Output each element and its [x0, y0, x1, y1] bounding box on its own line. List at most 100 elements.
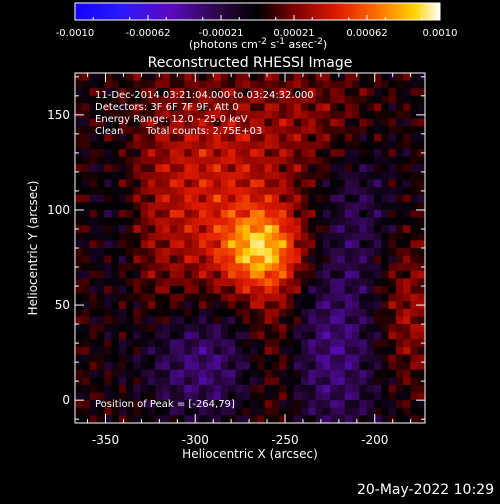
heatmap-cell [96, 111, 105, 120]
heatmap-cell [242, 362, 251, 371]
heatmap-cell [279, 384, 287, 393]
heatmap-cell [359, 95, 368, 104]
heatmap-cell [147, 80, 156, 89]
heatmap-cell [395, 362, 404, 371]
heatmap-cell [344, 384, 353, 393]
heatmap-cell [213, 316, 222, 325]
heatmap-cell [403, 316, 411, 325]
heatmap-cell [264, 171, 273, 180]
heatmap-cell [395, 187, 404, 196]
heatmap-cell [381, 225, 389, 234]
heatmap-cell [177, 103, 185, 112]
heatmap-cell [257, 339, 265, 348]
heatmap-cell [308, 331, 317, 340]
heatmap-cell [403, 362, 411, 371]
heatmap-cell [322, 377, 331, 386]
heatmap-cell [111, 217, 120, 226]
heatmap-cell [191, 286, 200, 295]
heatmap-cell [96, 384, 105, 393]
heatmap-cell [220, 248, 229, 257]
heatmap-cell [75, 156, 83, 165]
heatmap-cell [242, 141, 251, 150]
heatmap-cell [75, 179, 83, 188]
heatmap-cell [388, 286, 397, 295]
heatmap-cell [330, 392, 338, 401]
y-tick-label: 0 [62, 393, 70, 407]
heatmap-cell [104, 149, 112, 158]
heatmap-cell [118, 232, 127, 241]
heatmap-cell [191, 133, 200, 142]
heatmap-cell [118, 171, 127, 180]
heatmap-cell [279, 316, 287, 325]
heatmap-cell [184, 331, 193, 340]
heatmap-cell [133, 187, 142, 196]
heatmap-cell [184, 80, 193, 89]
heatmap-cell [352, 278, 360, 287]
heatmap-cell [366, 80, 375, 89]
heatmap-cell [198, 88, 207, 97]
heatmap-cell [344, 73, 353, 82]
heatmap-cell [344, 316, 353, 325]
heatmap-cell [373, 392, 382, 401]
heatmap-cell [140, 240, 149, 249]
heatmap-cell [147, 362, 156, 371]
heatmap-cell [330, 164, 338, 173]
heatmap-cell [228, 88, 236, 97]
heatmap-cell [82, 369, 90, 378]
heatmap-cell [89, 339, 98, 348]
heatmap-cell [315, 362, 324, 371]
heatmap-cell [133, 179, 142, 188]
heatmap-cell [337, 149, 346, 158]
heatmap-cell [403, 156, 411, 165]
heatmap-cell [352, 354, 360, 363]
heatmap-cell [359, 324, 368, 333]
heatmap-cell [293, 324, 302, 333]
heatmap-cell [271, 194, 280, 203]
heatmap-cell [388, 324, 397, 333]
heatmap-cell [417, 346, 425, 355]
heatmap-cell [155, 187, 163, 196]
heatmap-cell [155, 179, 163, 188]
heatmap-cell [322, 354, 331, 363]
heatmap-cell [104, 263, 112, 272]
heatmap-cell [373, 194, 382, 203]
heatmap-cell [228, 384, 236, 393]
heatmap-cell [140, 362, 149, 371]
heatmap-cell [395, 415, 404, 423]
heatmap-cell [359, 141, 368, 150]
heatmap-cell [359, 179, 368, 188]
heatmap-cell [177, 248, 185, 257]
heatmap-cell [257, 80, 265, 89]
heatmap-cell [75, 248, 83, 257]
heatmap-cell [366, 202, 375, 211]
heatmap-cell [184, 171, 193, 180]
heatmap-cell [359, 187, 368, 196]
heatmap-cell [140, 369, 149, 378]
heatmap-cell [177, 331, 185, 340]
heatmap-cell [417, 407, 425, 416]
heatmap-cell [96, 156, 105, 165]
heatmap-cell [264, 369, 273, 378]
heatmap-cell [264, 392, 273, 401]
heatmap-cell [359, 415, 368, 423]
heatmap-cell [337, 126, 346, 135]
heatmap-cell [235, 171, 244, 180]
heatmap-cell [96, 194, 105, 203]
heatmap-cell [271, 187, 280, 196]
heatmap-cell [177, 286, 185, 295]
heatmap-cell [206, 73, 214, 82]
heatmap-cell [147, 324, 156, 333]
heatmap-cell [235, 278, 244, 287]
heatmap-cell [89, 187, 98, 196]
heatmap-cell [206, 346, 214, 355]
heatmap-cell [169, 278, 178, 287]
heatmap-cell [89, 232, 98, 241]
heatmap-cell [191, 209, 200, 218]
heatmap-cell [308, 270, 317, 279]
heatmap-cell [133, 354, 142, 363]
heatmap-cell [169, 293, 178, 302]
heatmap-cell [96, 354, 105, 363]
heatmap-cell [381, 95, 389, 104]
heatmap-cell [271, 263, 280, 272]
heatmap-cell [155, 392, 163, 401]
